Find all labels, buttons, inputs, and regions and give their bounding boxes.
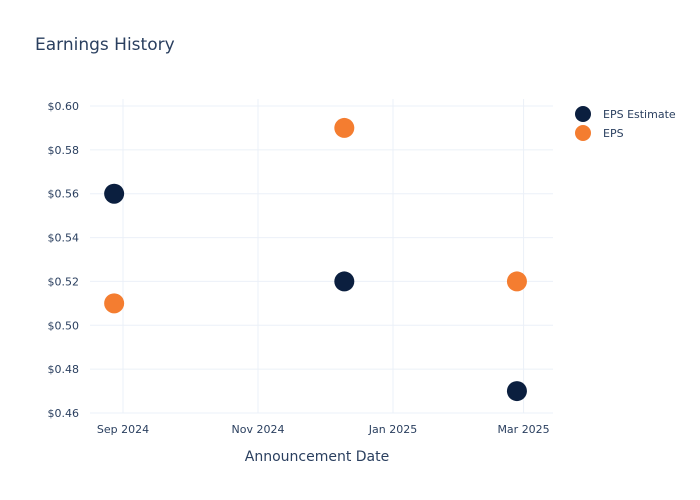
data-point-eps-estimate[interactable] <box>334 271 355 292</box>
x-tick-label: Nov 2024 <box>232 423 285 436</box>
y-axis-ticks: $0.46 $0.48 $0.50 $0.52 $0.54 $0.56 $0.58 $0.60 <box>48 100 80 420</box>
legend-item-eps-estimate[interactable]: EPS Estimate <box>575 106 676 122</box>
y-tick-label: $0.50 <box>48 319 80 332</box>
y-tick-label: $0.48 <box>48 363 80 376</box>
legend-marker-eps-estimate-icon <box>575 106 591 122</box>
legend-marker-eps-icon <box>575 125 591 141</box>
y-tick-label: $0.56 <box>48 188 80 201</box>
x-tick-label: Jan 2025 <box>368 423 417 436</box>
x-tick-label: Sep 2024 <box>97 423 149 436</box>
chart-title: Earnings History <box>35 35 175 55</box>
data-point-eps[interactable] <box>334 117 355 138</box>
data-point-eps-estimate[interactable] <box>506 381 527 402</box>
y-tick-label: $0.60 <box>48 100 80 113</box>
data-point-eps-estimate[interactable] <box>104 183 125 204</box>
data-point-eps[interactable] <box>104 293 125 314</box>
grid-lines <box>90 99 553 414</box>
legend: EPS Estimate EPS <box>575 106 676 141</box>
legend-label-eps: EPS <box>603 127 624 140</box>
y-tick-label: $0.46 <box>48 407 80 420</box>
legend-label-eps-estimate: EPS Estimate <box>603 108 676 121</box>
x-axis-title: Announcement Date <box>245 449 389 465</box>
x-axis-ticks: Sep 2024 Nov 2024 Jan 2025 Mar 2025 <box>97 423 550 436</box>
data-points <box>104 117 527 402</box>
y-tick-label: $0.54 <box>48 232 80 245</box>
y-tick-label: $0.58 <box>48 144 80 157</box>
data-point-eps[interactable] <box>506 271 527 292</box>
legend-item-eps[interactable]: EPS <box>575 125 624 141</box>
y-tick-label: $0.52 <box>48 275 80 288</box>
x-tick-label: Mar 2025 <box>497 423 549 436</box>
